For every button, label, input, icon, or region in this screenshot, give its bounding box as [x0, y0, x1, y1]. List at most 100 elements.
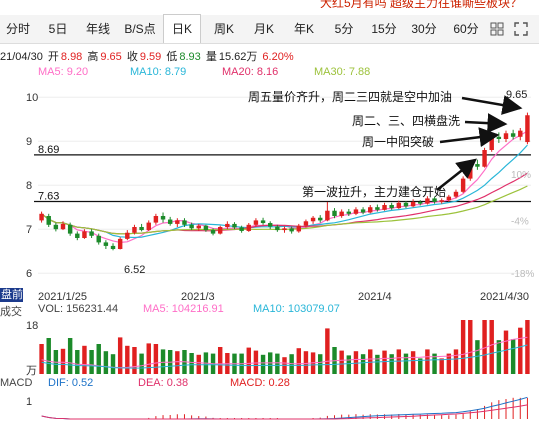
candle [518, 128, 523, 141]
candle [153, 213, 159, 225]
grid-icon[interactable] [490, 22, 504, 36]
y-tick-label: 6 [26, 268, 32, 280]
tab-30min[interactable]: 30分 [411, 22, 437, 36]
volume-bar [375, 354, 380, 374]
date-tick-4: 2021/4/30 [480, 291, 529, 303]
volume-bar [325, 328, 330, 374]
volume-axis-top: 18 [26, 320, 38, 332]
volume-bar [132, 347, 137, 374]
candle [339, 209, 344, 218]
volume-bar [360, 354, 366, 374]
volume-bar [260, 354, 266, 374]
ma20-line [41, 172, 528, 235]
volume-bar [246, 347, 251, 374]
candle-body [53, 224, 59, 230]
tab-bs-point[interactable]: B/S点 [124, 22, 156, 36]
candle-body [139, 227, 144, 231]
candle-body [103, 242, 109, 246]
candle [225, 221, 230, 230]
low-value: 8.93 [179, 51, 201, 63]
volume-ma10-line [41, 344, 528, 369]
candle-body [375, 207, 380, 210]
candle [403, 201, 409, 209]
tab-fenshi[interactable]: 分时 [5, 22, 30, 36]
candle [525, 112, 530, 145]
candle [275, 224, 280, 232]
candle-body [160, 216, 166, 220]
candle [146, 220, 151, 231]
candle-body [82, 231, 87, 238]
candle [67, 222, 73, 236]
tab-year-line[interactable]: 年线 [85, 22, 110, 36]
volume-bar [117, 337, 123, 374]
candle-body [75, 233, 80, 238]
volume-bar [418, 358, 423, 374]
tab-5day[interactable]: 5日 [48, 22, 68, 36]
candle-body [260, 220, 266, 224]
volume-bar [410, 351, 416, 374]
candle-body [510, 133, 516, 137]
macd-dea-line [41, 404, 528, 420]
y-tick-label: 8 [26, 180, 32, 192]
y-tick-label: 9 [26, 136, 32, 148]
macd-label: MACD [0, 377, 33, 389]
volume-bar [482, 320, 487, 374]
candle-body [518, 130, 523, 137]
candle-body [353, 209, 359, 214]
candle [217, 225, 223, 235]
ma20-legend: MA20: 8.16 [222, 66, 279, 78]
period-tab-bar: 分时 5日 年线 B/S点 日K 周K 月K 年K 5分 15分 30分 60分 [0, 14, 539, 44]
tab-15min[interactable]: 15分 [371, 22, 397, 36]
volume-bar [339, 350, 344, 374]
candle-body [282, 228, 287, 231]
candle [75, 231, 80, 241]
candle [382, 202, 387, 211]
top-banner[interactable]: 大红5月有吗 超级主力往谁嘶些板块？ [320, 0, 523, 8]
vol-label: 量 [205, 51, 217, 63]
candle [296, 223, 302, 233]
candle-body [210, 230, 216, 234]
candle-body [246, 224, 251, 231]
volume-bar [303, 351, 309, 374]
side-tab-button[interactable]: 盘前 [0, 288, 23, 302]
candle [303, 219, 309, 228]
annotation-tue-wed-thu: 周二、三、四横盘洗 [352, 113, 460, 128]
candle [232, 222, 237, 230]
expand-icon[interactable] [514, 22, 528, 36]
candle [46, 213, 51, 227]
candle-body [167, 219, 173, 224]
volume-bar [446, 353, 452, 374]
candle [110, 243, 116, 251]
volume-bar [382, 350, 387, 374]
tab-monthly-k[interactable]: 月K [253, 22, 274, 36]
tab-60min[interactable]: 60分 [453, 22, 479, 36]
candle [282, 226, 287, 233]
tab-weekly-k[interactable]: 周K [213, 22, 234, 36]
candle-body [396, 202, 402, 209]
volume-bar [460, 320, 466, 374]
tab-yearly-k[interactable]: 年K [293, 22, 314, 36]
tab-daily-k[interactable]: 日K [163, 14, 201, 43]
candle [160, 212, 166, 223]
volume-bar [468, 320, 473, 374]
candle-body [203, 225, 209, 231]
candle [60, 221, 66, 231]
candle-body [318, 217, 323, 221]
macd-dea: DEA: 0.38 [138, 377, 189, 389]
tab-5min[interactable]: 5分 [334, 22, 354, 36]
annotation-mon: 周一中阳突破 [362, 134, 434, 149]
candle [346, 208, 352, 216]
volume-axis-unit: 万 [26, 365, 37, 376]
volume-bar [175, 351, 180, 374]
volume-bar [396, 349, 402, 374]
candle [203, 224, 209, 232]
volume-bar [103, 351, 109, 374]
date-label: 21/04/30 [0, 51, 43, 63]
candle [175, 218, 180, 227]
candle-body [425, 198, 430, 204]
candle [39, 211, 44, 223]
candle-body [96, 235, 101, 243]
candle [432, 196, 437, 204]
volume-bar [96, 344, 101, 374]
candle [260, 217, 266, 225]
